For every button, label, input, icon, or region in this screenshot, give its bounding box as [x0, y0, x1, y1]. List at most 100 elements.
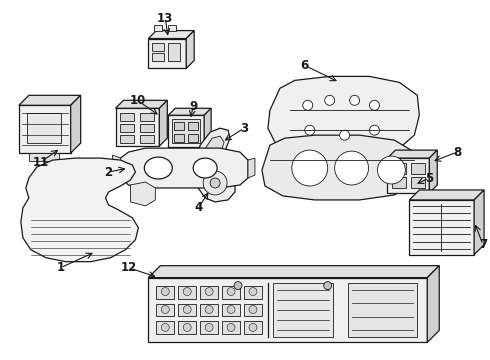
- Polygon shape: [71, 95, 81, 153]
- Bar: [174, 122, 184, 130]
- Polygon shape: [21, 158, 138, 262]
- Bar: [148, 39, 186, 68]
- Circle shape: [183, 323, 191, 332]
- Bar: [156, 303, 174, 316]
- Polygon shape: [429, 150, 437, 193]
- Polygon shape: [262, 135, 417, 200]
- Bar: [152, 42, 164, 50]
- Bar: [412, 163, 425, 174]
- Circle shape: [161, 323, 169, 332]
- Polygon shape: [159, 100, 167, 146]
- Text: 5: 5: [425, 171, 434, 185]
- Polygon shape: [204, 108, 211, 147]
- Text: 6: 6: [301, 59, 309, 72]
- Bar: [116, 108, 159, 146]
- Text: 12: 12: [121, 261, 137, 274]
- Bar: [178, 303, 196, 316]
- Text: 2: 2: [104, 166, 113, 179]
- Text: 8: 8: [453, 145, 461, 159]
- Circle shape: [249, 306, 257, 314]
- Bar: [174, 134, 184, 142]
- Polygon shape: [19, 95, 81, 105]
- Bar: [141, 113, 154, 121]
- Bar: [156, 321, 174, 334]
- Bar: [392, 163, 406, 174]
- Circle shape: [340, 130, 349, 140]
- Bar: [347, 283, 417, 337]
- Polygon shape: [186, 31, 194, 68]
- Bar: [244, 321, 262, 334]
- Circle shape: [249, 288, 257, 296]
- Bar: [168, 24, 176, 31]
- Circle shape: [210, 178, 220, 188]
- Bar: [200, 303, 218, 316]
- Circle shape: [227, 288, 235, 296]
- Text: 1: 1: [57, 261, 65, 274]
- Text: 4: 4: [194, 201, 202, 215]
- Bar: [412, 177, 425, 188]
- Bar: [222, 285, 240, 298]
- Circle shape: [161, 306, 169, 314]
- Bar: [273, 283, 333, 337]
- Bar: [168, 115, 204, 147]
- Circle shape: [249, 323, 257, 332]
- Bar: [188, 122, 198, 130]
- Circle shape: [324, 282, 332, 289]
- Bar: [29, 153, 59, 161]
- Circle shape: [205, 306, 213, 314]
- Bar: [121, 135, 134, 143]
- Bar: [172, 119, 200, 143]
- Bar: [19, 105, 71, 153]
- Circle shape: [183, 306, 191, 314]
- Bar: [388, 158, 429, 193]
- Polygon shape: [168, 108, 211, 115]
- Polygon shape: [427, 266, 439, 342]
- Circle shape: [205, 323, 213, 332]
- Bar: [200, 321, 218, 334]
- Circle shape: [227, 306, 235, 314]
- Bar: [148, 278, 427, 342]
- Polygon shape: [148, 266, 439, 278]
- Circle shape: [205, 288, 213, 296]
- Bar: [409, 200, 474, 255]
- Circle shape: [377, 156, 405, 184]
- Bar: [141, 124, 154, 132]
- Circle shape: [325, 95, 335, 105]
- Text: 3: 3: [240, 122, 248, 135]
- Bar: [154, 24, 162, 31]
- Bar: [27, 113, 61, 143]
- Ellipse shape: [145, 157, 172, 179]
- Text: 7: 7: [479, 238, 487, 251]
- Bar: [168, 42, 180, 62]
- Bar: [156, 285, 174, 298]
- Text: 9: 9: [189, 100, 197, 113]
- Bar: [141, 135, 154, 143]
- Polygon shape: [198, 162, 235, 202]
- Polygon shape: [409, 190, 484, 200]
- Polygon shape: [388, 150, 437, 158]
- Bar: [188, 134, 198, 142]
- Bar: [200, 285, 218, 298]
- Polygon shape: [113, 155, 121, 180]
- Bar: [121, 113, 134, 121]
- Circle shape: [203, 171, 227, 195]
- Polygon shape: [268, 76, 419, 157]
- Circle shape: [369, 100, 379, 110]
- Circle shape: [369, 125, 379, 135]
- Bar: [222, 321, 240, 334]
- Polygon shape: [121, 148, 248, 188]
- Bar: [222, 303, 240, 316]
- Circle shape: [303, 100, 313, 110]
- Circle shape: [305, 125, 315, 135]
- Bar: [121, 124, 134, 132]
- Polygon shape: [248, 158, 255, 178]
- Bar: [178, 285, 196, 298]
- Bar: [178, 321, 196, 334]
- Bar: [392, 177, 406, 188]
- Circle shape: [335, 151, 368, 185]
- Circle shape: [183, 288, 191, 296]
- Circle shape: [349, 95, 360, 105]
- Polygon shape: [130, 182, 155, 206]
- Circle shape: [161, 288, 169, 296]
- Text: 11: 11: [33, 156, 49, 168]
